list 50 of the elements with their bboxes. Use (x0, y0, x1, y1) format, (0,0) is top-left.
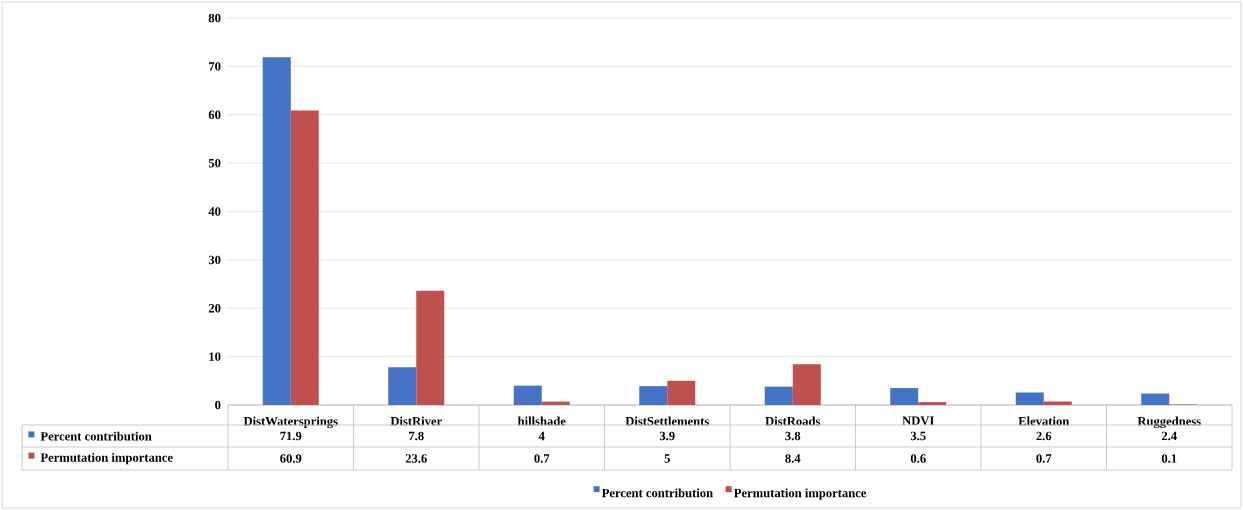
bar (290, 110, 319, 405)
y-tick-label: 50 (208, 158, 221, 168)
x-tick-label: DistRoads (765, 416, 821, 426)
y-tick-label: 0 (215, 400, 221, 410)
text: Permutation importance (40, 452, 173, 465)
x-tick-label: DistSettlements (625, 416, 709, 426)
data-label: 3.8 (785, 431, 801, 441)
data-label: 2.4 (1161, 431, 1177, 441)
data-label: 5 (664, 454, 670, 463)
bar (1141, 393, 1170, 405)
y-tick-label: 70 (209, 62, 221, 71)
x-tick-label: NDVI (902, 416, 934, 426)
bar (667, 380, 696, 405)
x-tick-label: DistWatersprings (243, 416, 338, 429)
bar (764, 386, 793, 405)
y-tick-label: 20 (208, 304, 221, 313)
bar (1015, 392, 1044, 405)
y-tick-label: 10 (209, 352, 221, 361)
bar (388, 367, 417, 405)
bar (262, 57, 291, 405)
text: Percent contribution (40, 431, 152, 441)
bar (918, 402, 947, 405)
x-tick-label: Ruggedness (1137, 416, 1201, 429)
y-tick-label: 60 (208, 110, 221, 120)
data-label: 4 (538, 431, 545, 441)
bar (890, 388, 919, 405)
y-tick-label: 40 (208, 207, 221, 216)
data-label: 0.7 (1036, 454, 1052, 463)
data-label: 3.9 (659, 431, 675, 441)
x-tick-label: DistRiver (390, 416, 442, 426)
data-label: 3.5 (910, 431, 926, 441)
bar (639, 386, 668, 405)
data-label: 0.6 (910, 454, 926, 463)
data-label: 0.1 (1161, 454, 1177, 463)
legend-label: Percent contribution (601, 488, 713, 498)
data-label: 8.4 (785, 454, 801, 463)
y-tick-label: 80 (208, 13, 221, 23)
bar (513, 385, 542, 405)
data-label: 23.6 (405, 454, 427, 463)
bar (792, 364, 821, 405)
data-label: 2.6 (1036, 431, 1052, 441)
x-tick-label: Elevation (1018, 416, 1070, 426)
legend-label: Permutation importance (734, 488, 867, 500)
data-label: 60.9 (280, 454, 302, 463)
data-label: 7.8 (409, 431, 424, 441)
bar (416, 290, 445, 405)
data-label: 71.9 (280, 431, 302, 441)
y-tick-label: 30 (208, 255, 221, 265)
data-label: 0.7 (534, 454, 550, 463)
x-tick-label: hillshade (517, 416, 566, 426)
